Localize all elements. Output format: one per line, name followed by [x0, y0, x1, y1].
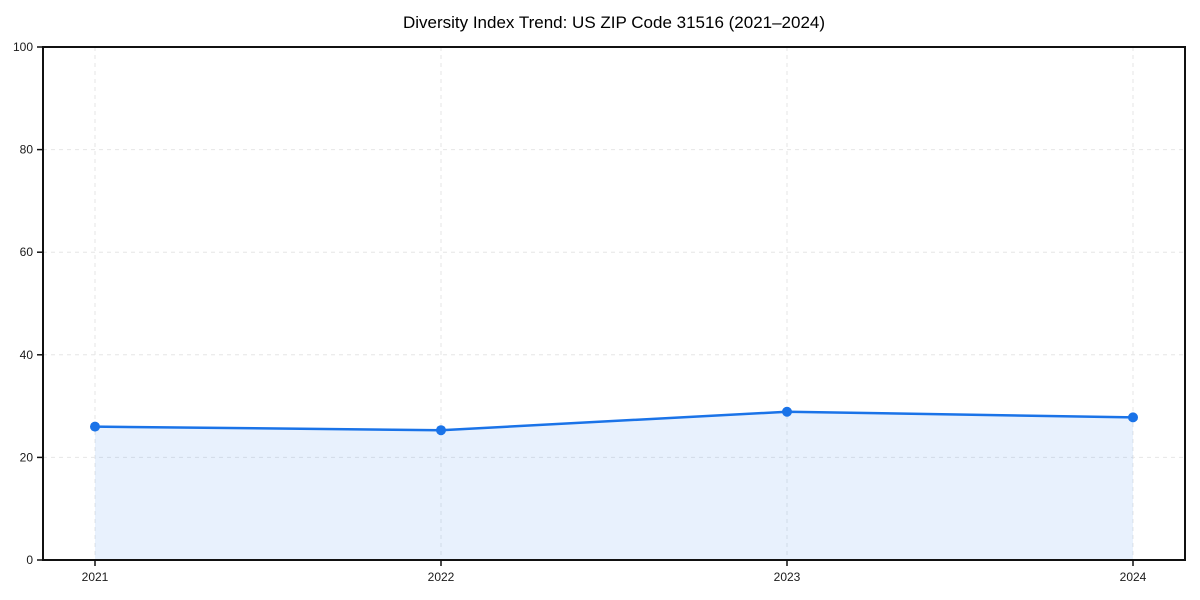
y-ticklabel-20: 20 — [20, 450, 34, 464]
axis-ticks: 0 20 40 60 80 100 2021 2022 2023 2024 — [13, 40, 1147, 584]
y-ticklabel-80: 80 — [20, 143, 34, 157]
x-ticklabel-2021: 2021 — [82, 570, 109, 584]
x-ticklabel-2022: 2022 — [428, 570, 455, 584]
trend-line — [93, 410, 1135, 432]
data-point-2023 — [782, 406, 792, 417]
data-point-2021 — [90, 421, 100, 432]
x-ticklabel-2024: 2024 — [1120, 570, 1147, 584]
y-ticklabel-40: 40 — [20, 348, 34, 362]
y-ticklabel-100: 100 — [13, 40, 33, 54]
area-fill — [95, 411, 1133, 560]
x-ticklabel-2023: 2023 — [774, 570, 801, 584]
y-ticklabel-0: 0 — [26, 553, 33, 567]
gridlines — [43, 47, 1185, 560]
y-ticklabel-60: 60 — [20, 245, 34, 259]
chart-title: Diversity Index Trend: US ZIP Code 31516… — [402, 13, 826, 32]
data-point-2024 — [1128, 412, 1138, 423]
plot-border — [42, 46, 1186, 561]
data-point-2022 — [436, 425, 446, 436]
